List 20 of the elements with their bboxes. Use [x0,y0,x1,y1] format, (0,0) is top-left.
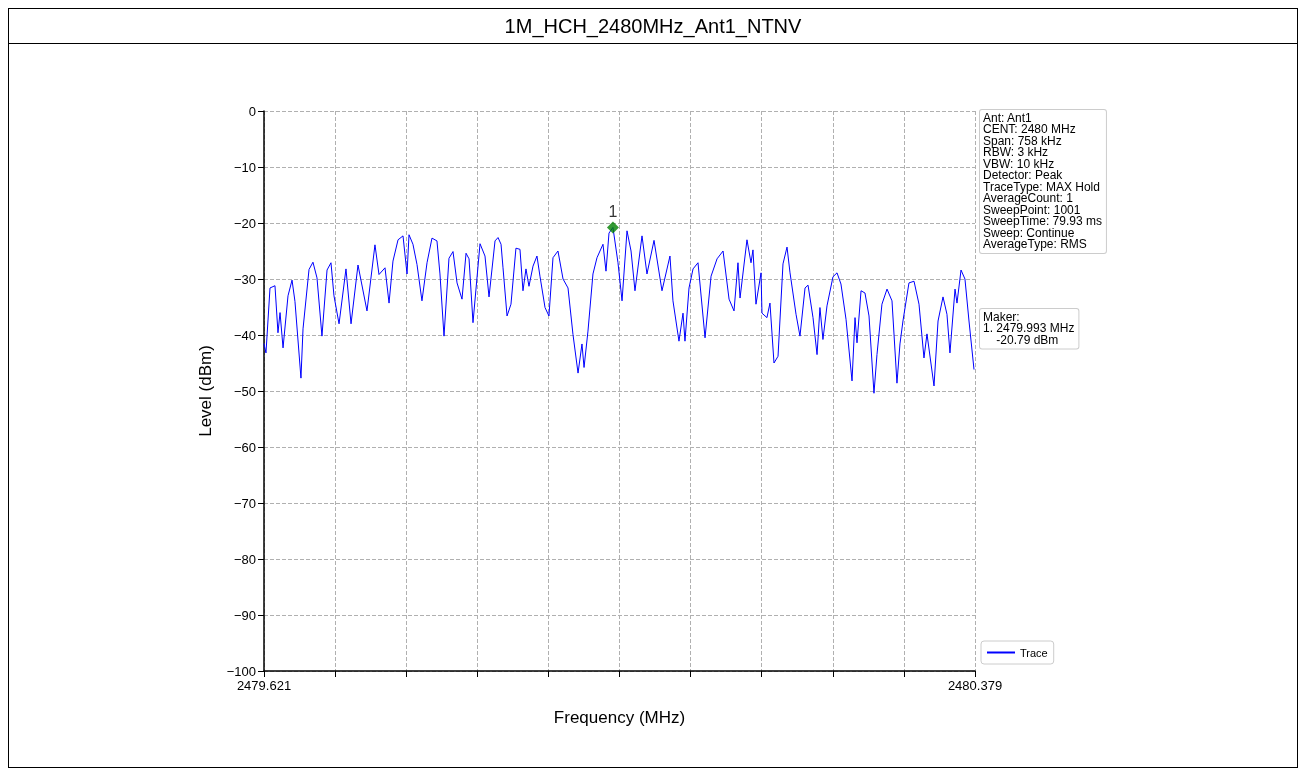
x-tick-label: 2479.621 [236,678,292,693]
y-tick-label: −20 [233,215,256,231]
y-tick-label: −70 [233,495,256,511]
y-tick-label: −10 [233,159,256,175]
y-tick-label: −40 [233,327,256,343]
y-tick-label: −80 [233,551,256,567]
y-tick-label: −30 [233,271,256,287]
text: Ant: Ant1 CENT: 2480 MHz Span: 758 kHz RBW: 3 kHz VBW: 10 kHz Detector: Peak TraceType: MAX Hold AverageCount: 1 SweepPoint: 1001 SweepTime: 79.93 ms Sweep: Continue AverageType: RMS [983,110,1102,252]
y-tick-label: 0 [248,103,256,119]
y-tick-label: −100 [226,663,256,679]
x-tick-label: 2480.379 [947,678,1003,693]
x-axis-title: Frequency (MHz) [553,708,686,727]
legend-label: Trace [1020,646,1048,659]
text: Maker: 1. 2479.993 MHz -20.79 dBm [983,309,1075,347]
annotation: 1 [608,202,618,220]
y-tick-label: −90 [233,607,256,623]
y-tick-label: −50 [233,383,256,399]
chart-title: 1M_HCH_2480MHz_Ant1_NTNV [9,9,1297,44]
y-tick-label: −60 [233,439,256,455]
y-axis-title: Level (dBm) [196,345,215,437]
